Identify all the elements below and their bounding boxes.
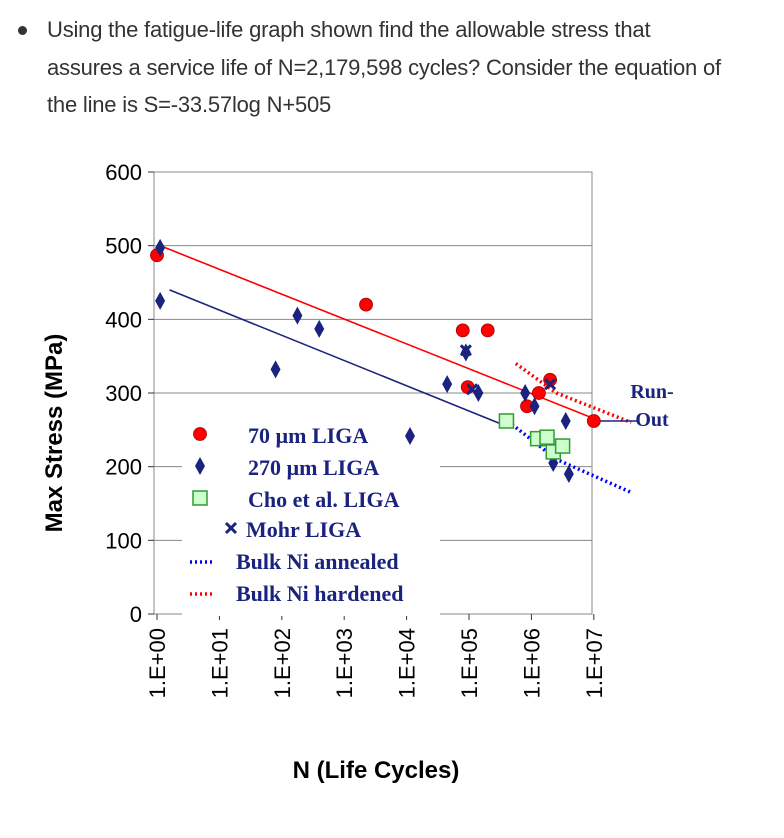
y-tick-label: 100 xyxy=(105,528,142,553)
legend-symbol-diamond xyxy=(195,457,205,475)
y-tick-label: 0 xyxy=(130,602,142,627)
legend-label: 270 µm LIGA xyxy=(248,455,379,480)
question-block: Using the fatigue-life graph shown find … xyxy=(0,0,784,130)
data-point-circle xyxy=(531,386,546,400)
x-stroke xyxy=(544,378,557,391)
bullet-point xyxy=(18,26,27,35)
x-tick-label: 1.E+00 xyxy=(145,628,170,698)
data-point-diamond xyxy=(529,397,540,416)
data-point-circle xyxy=(455,323,470,338)
y-axis-title: Max Stress (MPa) xyxy=(41,334,68,533)
fit-line-270-m-liga-fit xyxy=(169,289,507,427)
y-tick-label: 200 xyxy=(105,455,142,480)
x-tick-label: 1.E+07 xyxy=(582,628,607,698)
x-tick-label: 1.E+04 xyxy=(395,628,420,698)
data-point-diamond xyxy=(314,319,325,338)
data-point-diamond xyxy=(155,291,166,310)
x-tick-label: 1.E+06 xyxy=(519,628,544,698)
data-point-diamond xyxy=(270,360,281,379)
data-point-diamond xyxy=(442,375,453,394)
data-point-square xyxy=(554,438,571,454)
data-point-square xyxy=(539,429,555,445)
legend-symbol-x xyxy=(224,521,238,535)
data-point-circle xyxy=(480,323,495,338)
legend-symbol-square xyxy=(192,490,208,506)
x-stroke xyxy=(459,344,472,357)
data-point-diamond xyxy=(292,306,303,325)
question-line-2: assures a service life of N=2,179,598 cy… xyxy=(47,55,721,80)
y-tick-label: 600 xyxy=(105,160,142,185)
legend-trailing-diamond xyxy=(405,427,415,445)
question-line-1: Using the fatigue-life graph shown find … xyxy=(47,17,651,42)
legend-label: Cho et al. LIGA xyxy=(248,487,400,512)
x-stroke xyxy=(466,383,479,396)
run-out-label-1: Run- xyxy=(630,381,673,403)
x-tick-label: 1.E+02 xyxy=(270,628,295,698)
chart-markers xyxy=(150,238,601,484)
data-point-x xyxy=(544,378,557,391)
data-point-diamond xyxy=(563,465,574,484)
legend-box xyxy=(182,418,440,616)
legend-symbol-circle xyxy=(193,427,207,441)
data-point-diamond xyxy=(155,238,166,257)
x-tick-label: 1.E+03 xyxy=(332,628,357,698)
y-tick-label: 500 xyxy=(105,234,142,259)
data-point-x xyxy=(459,344,472,357)
chart-legend: 70 µm LIGA 270 µm LIGA Cho et al. LIGA Mohr… xyxy=(182,418,440,616)
data-point-x xyxy=(466,383,479,396)
question-line-3: the line is S=-33.57log N+505 xyxy=(47,92,332,117)
chart-axes: 0 100 200 300 400 500 600 1.E+00 1.E+01 1.E+02 1.E… xyxy=(105,160,607,698)
fit-line-bulk-ni-hardened xyxy=(514,362,632,425)
data-point-diamond xyxy=(560,411,571,430)
legend-label: Bulk Ni hardened xyxy=(236,581,404,606)
data-point-circle xyxy=(359,297,373,312)
legend-label: Mohr LIGA xyxy=(246,517,361,542)
x-axis-title: N (Life Cycles) xyxy=(293,757,460,784)
x-tick-label: 1.E+05 xyxy=(457,628,482,698)
x-tick-label: 1.E+01 xyxy=(207,628,232,698)
data-point-circle xyxy=(586,414,601,428)
data-point-diamond xyxy=(473,384,484,402)
fatigue-life-chart: 0 100 200 300 400 500 600 1.E+00 1.E+01 1.E+02 1.E… xyxy=(41,160,674,784)
data-point-diamond xyxy=(520,384,531,402)
legend-label: Bulk Ni annealed xyxy=(236,549,399,574)
run-out-label-2: Out xyxy=(635,409,669,431)
y-tick-label: 400 xyxy=(105,307,142,332)
y-tick-label: 300 xyxy=(105,381,142,406)
legend-label: 70 µm LIGA xyxy=(248,423,368,448)
x-stroke xyxy=(224,521,238,535)
data-point-square xyxy=(498,413,515,429)
